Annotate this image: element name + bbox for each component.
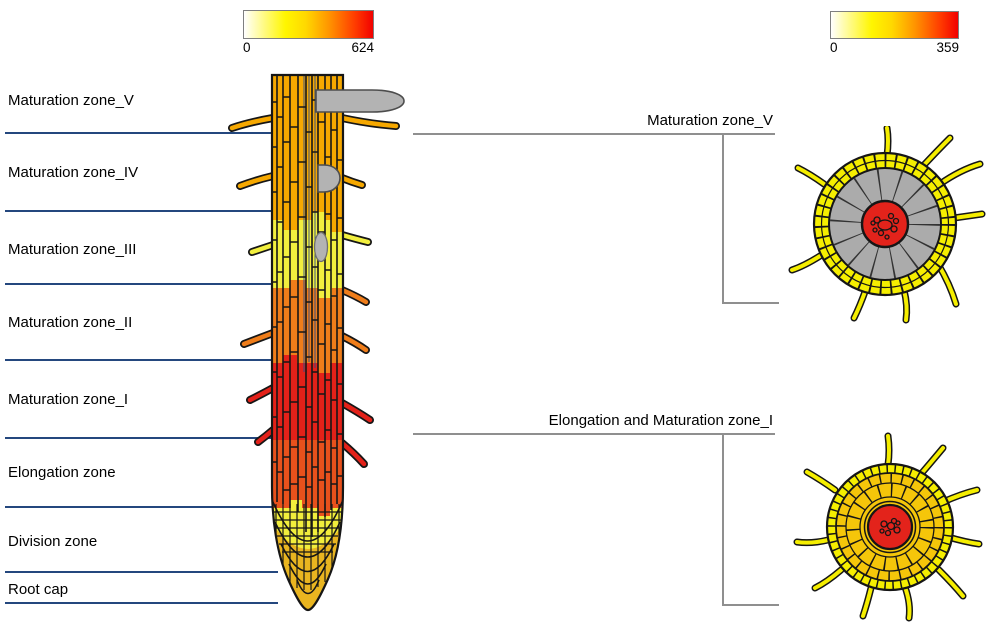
root-body bbox=[272, 75, 343, 610]
cross-section-maturation-v-illustration bbox=[788, 126, 986, 324]
callout-bracket-vertical bbox=[722, 133, 724, 304]
zone-label-division: Division zone bbox=[8, 533, 98, 550]
callout-bracket-horizontal bbox=[722, 604, 779, 606]
callout-bracket-horizontal bbox=[722, 302, 779, 304]
scale-right-min-label: 0 bbox=[830, 40, 838, 55]
root-cap-layers bbox=[272, 499, 343, 595]
zone-divider bbox=[5, 506, 278, 508]
zone-label-elongation: Elongation zone bbox=[8, 464, 116, 481]
zone-divider bbox=[5, 359, 278, 361]
zone-divider bbox=[5, 602, 278, 604]
stele-vessels bbox=[870, 212, 900, 240]
pericycle-line bbox=[863, 500, 917, 554]
cortex-ring-line bbox=[859, 496, 921, 558]
stele-cell-walls bbox=[303, 75, 316, 372]
scale-left-min-label: 0 bbox=[243, 40, 251, 55]
zone-divider bbox=[5, 210, 278, 212]
callout-underline bbox=[413, 433, 775, 435]
cortex-cell-ticks-outer bbox=[836, 473, 944, 581]
zone-label-maturation-i: Maturation zone_I bbox=[8, 391, 129, 408]
callout-bracket-vertical bbox=[722, 433, 724, 605]
cell-walls-vertical bbox=[272, 75, 343, 537]
lateral-root-primordium-small bbox=[313, 231, 329, 263]
cell-walls-horizontal bbox=[298, 99, 325, 488]
lateral-root-primordium-large bbox=[315, 89, 405, 113]
zone-divider bbox=[5, 437, 278, 439]
scale-right-max-label: 359 bbox=[936, 40, 959, 55]
zone-label-maturation-iv: Maturation zone_IV bbox=[8, 164, 139, 181]
lateral-root-primordium-medium bbox=[317, 164, 341, 193]
zone-divider bbox=[5, 283, 278, 285]
cell-walls-horizontal bbox=[272, 96, 298, 491]
zone-label-maturation-ii: Maturation zone_II bbox=[8, 314, 133, 331]
callout-label-maturation-v: Maturation zone_V bbox=[647, 112, 773, 129]
zone-label-root-cap: Root cap bbox=[8, 581, 69, 598]
zone-divider bbox=[5, 571, 278, 573]
callout-label-elongation-maturation-i: Elongation and Maturation zone_I bbox=[548, 412, 773, 429]
gradient-bar-right bbox=[830, 11, 959, 39]
gradient-bar-left bbox=[243, 10, 374, 39]
cross-section-elongation-maturation-i-illustration bbox=[793, 432, 983, 622]
cortex-cell-ticks-inner bbox=[846, 483, 934, 571]
epidermis-cell-ticks bbox=[827, 464, 953, 590]
zone-divider bbox=[5, 132, 278, 134]
root-outline bbox=[270, 73, 345, 612]
zone-label-maturation-v: Maturation zone_V bbox=[8, 92, 134, 109]
scale-left-max-label: 624 bbox=[351, 40, 374, 55]
stele-vessels bbox=[879, 517, 901, 537]
callout-underline bbox=[413, 133, 775, 135]
expression-scale-left: 0 624 bbox=[243, 10, 374, 55]
zone-label-maturation-iii: Maturation zone_III bbox=[8, 241, 137, 258]
epidermis-inner-line bbox=[820, 159, 950, 289]
root-longitudinal-section-illustration bbox=[228, 73, 405, 612]
cortex-radial-walls bbox=[830, 169, 940, 279]
expression-scale-right: 0 359 bbox=[830, 11, 959, 55]
